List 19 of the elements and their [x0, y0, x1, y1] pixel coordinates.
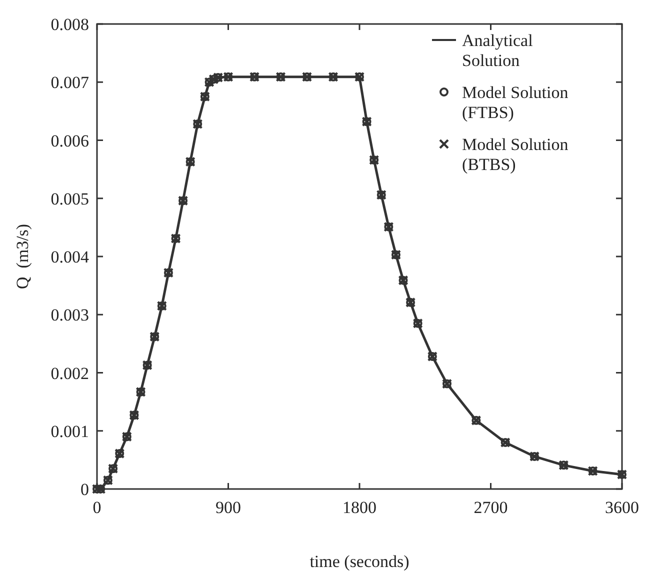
y-tick-label: 0.006 — [50, 131, 89, 150]
x-tick-label: 0 — [92, 498, 102, 517]
x-tick-label: 3600 — [605, 498, 639, 517]
y-axis-title: Q (m3/s) — [13, 224, 32, 290]
x-tick-label: 1800 — [342, 498, 376, 517]
y-tick-label: 0.004 — [50, 248, 90, 266]
x-tick-label: 900 — [216, 498, 241, 517]
y-tick-label: 0.002 — [50, 364, 89, 383]
y-tick-label: 0.008 — [50, 15, 89, 34]
x-tick-label: 2700 — [474, 498, 508, 517]
legend-label: Model Solution (BTBS) — [462, 135, 569, 174]
legend-label: Analytical Solution — [462, 31, 534, 70]
y-tick-label: 0.001 — [50, 422, 89, 441]
x-axis-title: time (seconds) — [310, 552, 410, 571]
y-tick-label: 0.003 — [50, 306, 89, 325]
y-tick-label: 0 — [80, 480, 89, 499]
legend-label: Model Solution (FTBS) — [462, 83, 569, 122]
y-tick-label: 0.007 — [50, 73, 90, 92]
y-tick-label: 0.005 — [50, 189, 89, 208]
